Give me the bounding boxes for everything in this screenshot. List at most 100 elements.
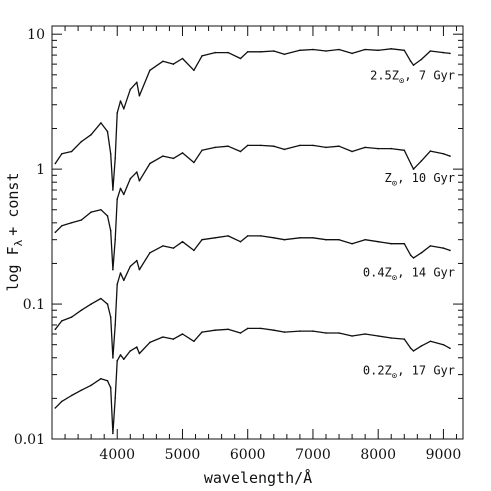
y-axis-title-sub: λ [12, 239, 25, 246]
spectrum-point [412, 257, 415, 259]
spectrum-point [70, 394, 73, 397]
spectrum-point [246, 235, 249, 237]
spectrum-point [377, 147, 380, 150]
spectrum-point [312, 330, 314, 332]
spectrum-point [61, 320, 63, 322]
spectrum-point [442, 247, 445, 249]
spectrum-point [351, 335, 353, 337]
spectrum-point [129, 88, 132, 91]
spectrum-point [429, 50, 432, 52]
spectrum-point [172, 338, 175, 340]
spectrum-point [449, 347, 451, 350]
spectrum-point [409, 162, 412, 165]
spectrum-point [390, 242, 393, 245]
spectrum-point [129, 177, 132, 180]
spectrum-point [449, 249, 451, 252]
spectrum-point [129, 265, 132, 268]
spectrum-point [109, 229, 112, 232]
spectrum-point [136, 171, 138, 173]
annotation-age: , 17 Gyr [397, 363, 455, 377]
spectrum-point [214, 329, 216, 332]
x-tick-label: 7000 [295, 447, 331, 463]
spectrum-point [412, 64, 415, 66]
spectrum-point [172, 157, 175, 160]
y-tick-label: 0.1 [23, 297, 45, 313]
spectrum-point [109, 153, 112, 155]
spectrum-point [114, 397, 116, 400]
spectrum-point [80, 219, 83, 221]
spectrum-point [338, 145, 340, 147]
spectrum-point [214, 237, 216, 239]
annotation-sun-symbol: ⊙ [392, 273, 397, 283]
y-tick-label: 10 [27, 27, 45, 43]
spectrum-point [449, 155, 451, 157]
spectrum-point [403, 149, 406, 152]
annotation-sun-symbol: ⊙ [392, 371, 397, 381]
spectrum-point [162, 245, 164, 247]
spectrum-point [112, 432, 114, 435]
series-annotation: 2.5Z⊙, 7 Gyr [370, 68, 455, 86]
series-annotation: Z⊙, 10 Gyr [385, 171, 455, 189]
spectrum-point [129, 350, 132, 352]
spectrum-point [116, 198, 118, 200]
spectrum-point [283, 331, 286, 333]
spectrum-point [364, 146, 366, 149]
spectrum-point [246, 51, 249, 53]
spectrum-point [138, 180, 141, 182]
spectrum-point [420, 345, 423, 347]
series-annotation: 0.2Z⊙, 17 Gyr [363, 363, 455, 381]
x-tick-label: 9000 [426, 447, 462, 463]
spectrum-point [273, 145, 275, 147]
spectrum-point [273, 329, 275, 332]
spectrum-point [325, 146, 327, 149]
spectrum-point [449, 52, 451, 55]
spectrum-point [106, 380, 109, 382]
spectrum-point [54, 328, 57, 331]
spectrum-point [214, 51, 216, 54]
spectrum-point [114, 157, 116, 160]
spectrum-point [246, 144, 249, 147]
spectrum-point [70, 150, 73, 153]
spectrum-point [123, 279, 125, 282]
spectrum-point [162, 60, 164, 63]
spectrum-point [136, 81, 138, 84]
spectrum-point [325, 238, 327, 241]
spectrum-point [299, 49, 301, 52]
spectrum-point [112, 189, 114, 191]
spectrum-point [351, 150, 353, 153]
spectrum-point [100, 377, 102, 380]
spectrum-point [377, 240, 380, 243]
spectrum-point [239, 57, 242, 60]
spectrum-point [54, 162, 57, 165]
annotation-age: , 7 Gyr [404, 68, 455, 82]
spectrum-point [325, 50, 327, 52]
spectrum-point [377, 335, 380, 337]
annotation-sun-symbol: ⊙ [399, 76, 404, 86]
spectrum-point [114, 238, 116, 241]
spectrum-point [112, 357, 114, 359]
spectrum-point [390, 337, 393, 339]
spectrum-point [106, 303, 109, 305]
y-axis-title-main: log F [4, 246, 22, 291]
spectrum-point [214, 146, 216, 149]
spectrum-point [80, 140, 83, 143]
spectrum-point [61, 400, 63, 403]
x-tick-label: 6000 [230, 447, 266, 463]
spectrum-point [442, 153, 445, 155]
spectrum-point [149, 162, 151, 165]
spectrum-point [260, 235, 262, 237]
spectrum-point [412, 168, 415, 170]
ticks [52, 26, 463, 440]
spectrum-point [90, 303, 92, 305]
spectrum-point [109, 316, 112, 318]
spectrum-point [409, 347, 412, 350]
spectrum-point [201, 55, 203, 57]
spectrum-point [112, 268, 114, 271]
tick-labels: 4000 5000 6000 7000 8000 9000 0.01 0.1 1 10 [14, 27, 461, 463]
spectrum-point [377, 49, 380, 52]
spectrum-line-2 [54, 144, 451, 271]
spectrum-line-1 [54, 48, 451, 191]
spectrum-point [201, 331, 203, 333]
spectrum-point [273, 50, 275, 52]
